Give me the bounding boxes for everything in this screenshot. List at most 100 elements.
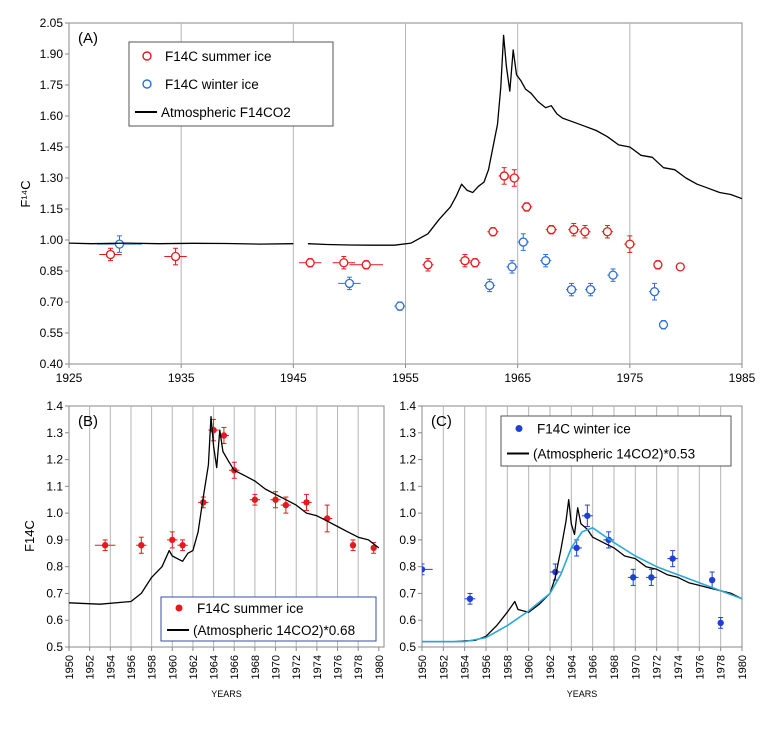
marker-open-circle	[114, 239, 125, 249]
y-axis-title: F14C	[22, 520, 37, 552]
marker-filled-circle	[669, 555, 676, 562]
marker-filled-circle	[251, 496, 259, 503]
x-tick-label: 1968	[250, 655, 262, 679]
marker-open-circle	[585, 284, 596, 295]
panel-label: (A)	[78, 30, 98, 47]
y-tick-label: 0.5	[399, 640, 416, 654]
legend-swatch-marker	[175, 604, 183, 612]
marker-open-circle	[499, 171, 509, 181]
y-tick-label: 1.3	[46, 426, 63, 440]
marker-filled-circle	[648, 574, 655, 581]
y-tick-label: 0.8	[399, 560, 416, 574]
marker-open-circle	[566, 284, 577, 295]
marker-open-circle	[361, 260, 371, 270]
legend-box	[500, 415, 732, 467]
marker-filled-circle	[349, 542, 357, 549]
legend-label: (Atmospheric 14CO2)*0.53	[533, 447, 695, 462]
panel-label: (B)	[78, 413, 98, 430]
y-tick-label: 0.5	[46, 640, 63, 654]
x-tick-label: 1954	[105, 655, 117, 679]
data-point	[322, 504, 333, 533]
marker-filled-circle	[179, 542, 186, 549]
x-tick-label: 1958	[502, 655, 514, 679]
marker-open-circle	[460, 256, 470, 266]
y-tick-label: 0.6	[399, 613, 416, 627]
data-point	[249, 493, 261, 506]
marker-filled-circle	[584, 512, 591, 519]
legend-label: F14C summer ice	[165, 49, 272, 64]
legend-swatch-marker	[142, 79, 152, 89]
y-tick-label: 0.9	[399, 533, 416, 547]
data-point	[394, 301, 406, 311]
marker-open-circle	[608, 270, 618, 280]
x-tick-label: 1945	[280, 371, 307, 385]
x-axis-title: YEARS	[567, 689, 598, 699]
marker-filled-circle	[169, 536, 176, 544]
x-tick-label: 1976	[694, 655, 706, 679]
y-tick-label: 1.00	[40, 233, 64, 247]
data-point	[624, 235, 636, 253]
marker-open-circle	[484, 280, 495, 291]
data-point	[422, 563, 433, 576]
data-point	[517, 233, 529, 251]
data-point	[349, 539, 357, 552]
x-tick-label: 1970	[271, 655, 283, 679]
x-tick-label: 1952	[438, 655, 450, 679]
x-tick-label: 1950	[417, 655, 429, 679]
x-tick-label: 1966	[229, 655, 241, 679]
marker-open-circle	[518, 237, 528, 247]
legend-box	[160, 596, 377, 642]
x-tick-label: 1964	[566, 655, 578, 679]
marker-open-circle	[344, 278, 355, 289]
x-tick-label: 1976	[333, 655, 345, 679]
x-tick-label: 1956	[481, 655, 493, 679]
data-point	[646, 568, 657, 586]
series-line	[69, 416, 380, 605]
marker-open-circle	[339, 258, 349, 268]
marker-filled-circle	[303, 499, 310, 506]
y-tick-label: 1.3	[399, 426, 416, 440]
y-tick-label: 0.7	[399, 586, 416, 600]
y-tick-label: 2.05	[40, 16, 64, 30]
data-point	[675, 262, 685, 272]
x-tick-label: 1975	[616, 371, 643, 385]
y-tick-label: 0.6	[46, 613, 63, 627]
x-tick-label: 1960	[167, 655, 179, 679]
y-tick-label: 0.85	[40, 264, 64, 278]
data-point	[97, 235, 142, 253]
panel-label: (C)	[431, 413, 452, 430]
x-tick-label: 1965	[504, 371, 531, 385]
marker-open-circle	[649, 287, 660, 297]
x-tick-label: 1978	[716, 655, 728, 679]
data-point	[99, 247, 122, 262]
legend: F14C summer ice F14C winter ice Atmospheri…	[128, 41, 334, 127]
y-tick-label: 0.7	[46, 586, 63, 600]
data-point	[422, 258, 434, 272]
data-point	[568, 222, 580, 237]
data-point	[136, 536, 147, 554]
x-tick-label: 1964	[209, 655, 221, 679]
x-tick-label: 1925	[56, 371, 83, 385]
x-tick-label: 1956	[126, 655, 138, 679]
marker-filled-circle	[220, 432, 228, 439]
y-tick-label: 1.60	[40, 109, 64, 123]
marker-filled-circle	[370, 544, 377, 552]
x-tick-label: 1972	[291, 655, 303, 679]
x-tick-label: 1980	[737, 655, 749, 679]
x-tick-label: 1974	[673, 655, 685, 679]
marker-open-circle	[602, 227, 613, 237]
data-point	[658, 320, 669, 330]
data-point	[601, 225, 614, 239]
data-point	[164, 247, 187, 266]
chart-panel-0: 1925 1935 1945 1955 1965 1975 1985 0.40 0.55 0.70…	[18, 16, 756, 385]
marker-filled-circle	[282, 501, 290, 509]
y-tick-label: 1.15	[40, 202, 64, 216]
marker-open-circle	[507, 262, 517, 272]
legend-box	[128, 41, 334, 127]
y-tick-label: 0.8	[46, 560, 63, 574]
data-point	[484, 278, 496, 293]
x-tick-label: 1962	[545, 655, 557, 679]
data-point	[487, 227, 499, 237]
y-tick-label: 0.55	[40, 326, 64, 340]
marker-open-circle	[675, 262, 685, 272]
